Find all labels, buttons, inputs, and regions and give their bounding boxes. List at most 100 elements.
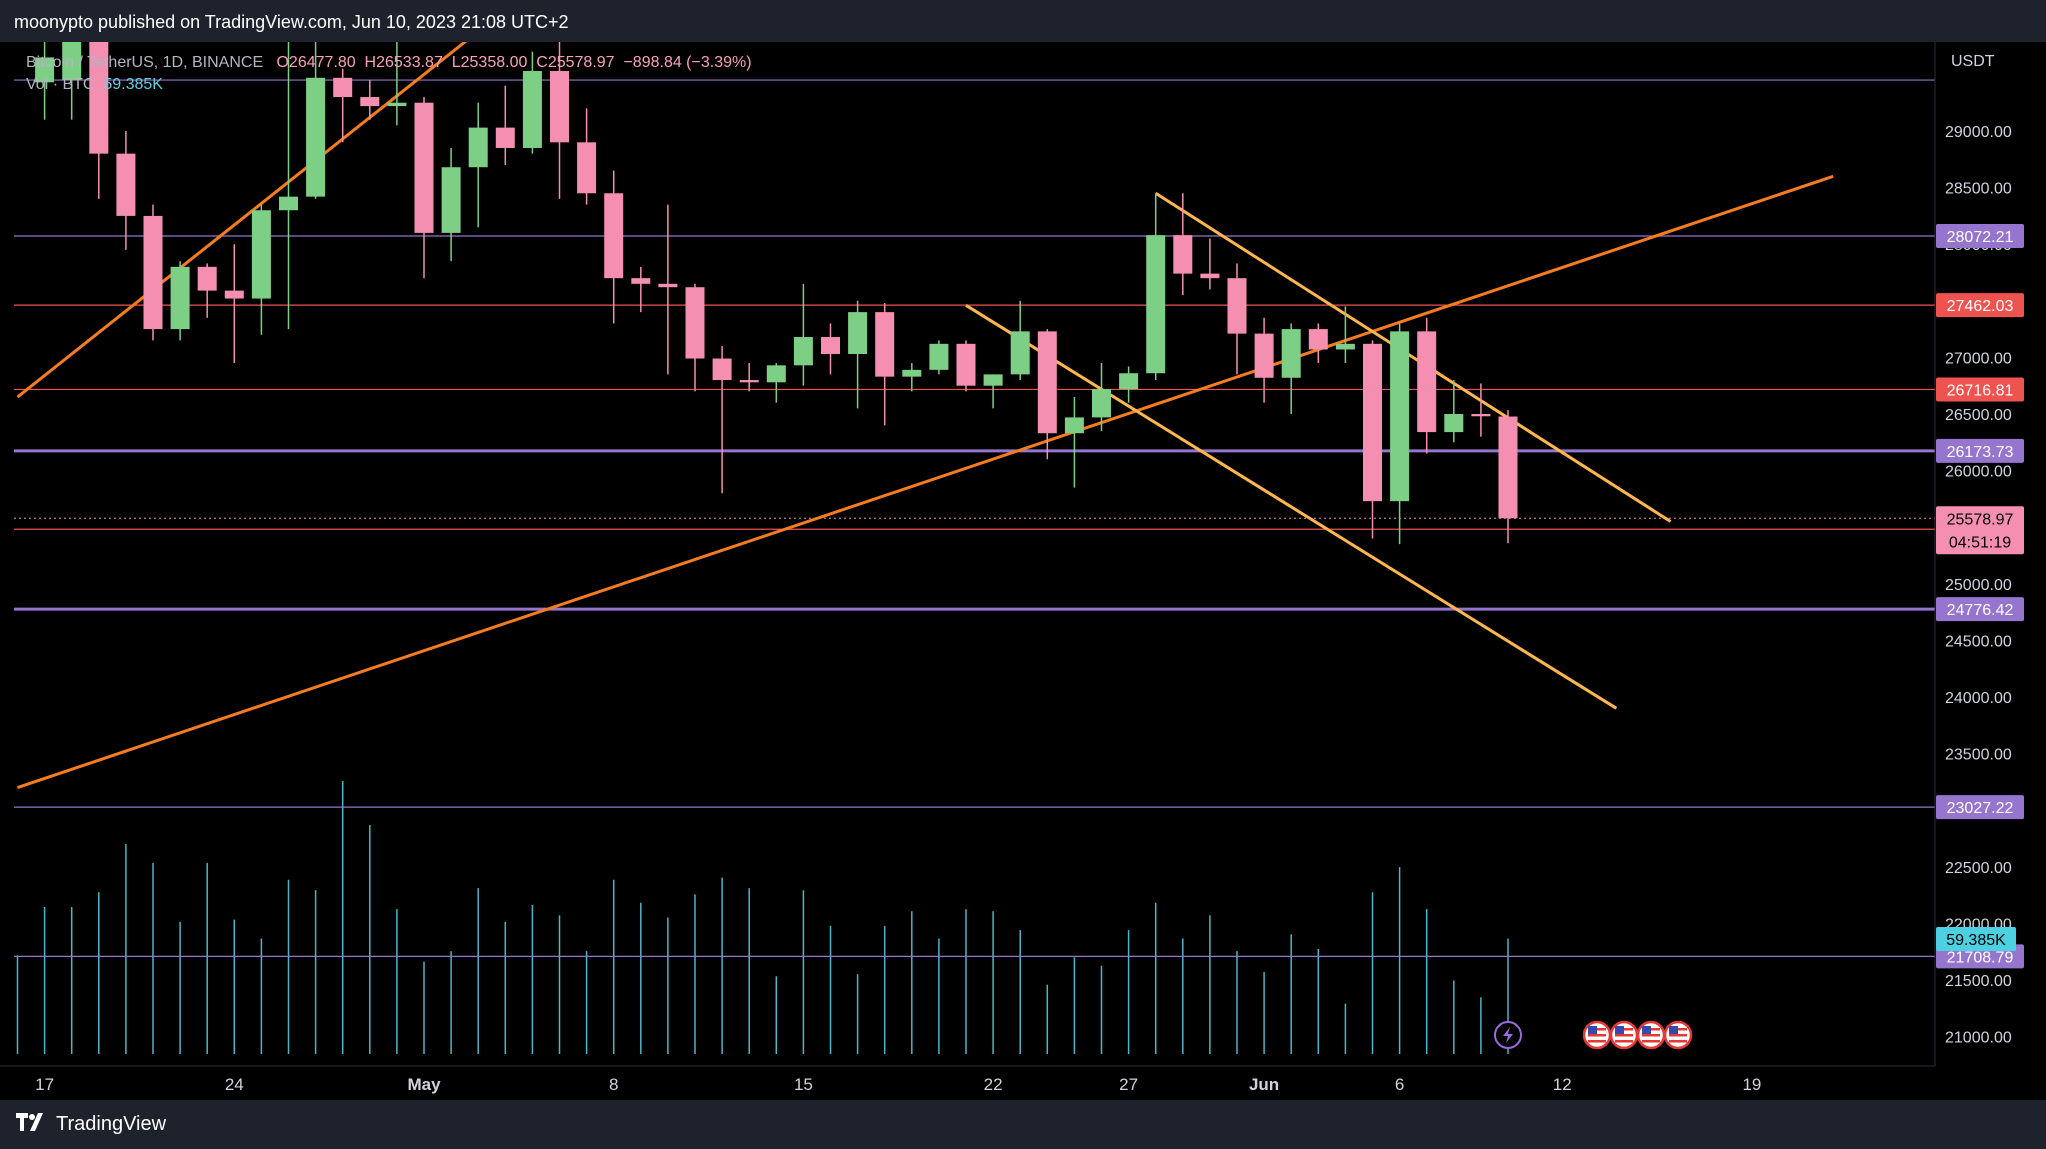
flag-stripe bbox=[1588, 1034, 1606, 1037]
countdown-label: 04:51:19 bbox=[1949, 534, 2011, 551]
candle-body bbox=[848, 312, 868, 355]
candle-body bbox=[522, 71, 542, 148]
y-tick-label: 23500.00 bbox=[1945, 747, 2012, 764]
flag-stripe bbox=[1669, 1040, 1687, 1043]
flag-stripe bbox=[1642, 1034, 1660, 1037]
candle-body bbox=[62, 42, 82, 81]
level-tag-label: 21708.79 bbox=[1947, 949, 2014, 966]
candle-body bbox=[1227, 278, 1247, 334]
legend-change: −898.84 (−3.39%) bbox=[623, 54, 752, 71]
legend-volume-label: Vol · BTC bbox=[26, 76, 95, 93]
price-axis: USDT21000.0021500.0022000.0022500.002300… bbox=[1934, 42, 2046, 1100]
candle-body bbox=[387, 102, 407, 107]
candle-body bbox=[1119, 373, 1139, 390]
flag-canton bbox=[1615, 1026, 1624, 1034]
y-tick-label: 22500.00 bbox=[1945, 860, 2012, 877]
price-axis-bg bbox=[1935, 42, 2046, 1100]
candle-body bbox=[441, 167, 461, 233]
trendline bbox=[1154, 191, 1672, 523]
y-tick-label: 24000.00 bbox=[1945, 690, 2012, 707]
candle-body bbox=[793, 337, 813, 366]
candle-body bbox=[1281, 329, 1301, 378]
flag-stripe bbox=[1669, 1034, 1687, 1037]
candle-body bbox=[1200, 273, 1220, 279]
candle-body bbox=[360, 97, 380, 107]
candle-body bbox=[956, 343, 976, 386]
volume-layer bbox=[16, 781, 1509, 1054]
chart-panel[interactable]: USDT21000.0021500.0022000.0022500.002300… bbox=[0, 42, 2046, 1100]
level-tag-label: 26716.81 bbox=[1947, 382, 2014, 399]
last-price-tag bbox=[1936, 506, 2024, 555]
candle-body bbox=[983, 374, 1003, 386]
candle-body bbox=[495, 127, 515, 148]
flag-canton bbox=[1669, 1026, 1678, 1034]
time-axis: 17 24 May 8 15 22 27 Jun 6 12 19 bbox=[0, 1065, 2046, 1100]
trendline bbox=[965, 304, 1618, 710]
y-tick-label: 28500.00 bbox=[1945, 181, 2012, 198]
candle-body bbox=[550, 71, 569, 143]
candle-body bbox=[1173, 235, 1193, 274]
level-tag bbox=[1936, 377, 2024, 402]
publisher-text: moonypto published on TradingView.com, J… bbox=[14, 12, 569, 32]
candle-body bbox=[1390, 331, 1410, 502]
candle-body bbox=[333, 77, 353, 98]
candle-body bbox=[1064, 417, 1084, 434]
legend-low: L25358.00 bbox=[451, 54, 528, 71]
y-tick-label: 24500.00 bbox=[1945, 633, 2012, 650]
level-tag-label: 24776.42 bbox=[1947, 602, 2014, 619]
y-tick-label: 21000.00 bbox=[1945, 1030, 2012, 1047]
x-tick-label: 22 bbox=[984, 1075, 1003, 1094]
tradingview-brand[interactable]: TradingView bbox=[16, 1112, 166, 1136]
publication-header: moonypto published on TradingView.com, J… bbox=[0, 0, 2046, 42]
last-price-label: 25578.97 bbox=[1947, 511, 2014, 528]
y-tick-label: 27000.00 bbox=[1945, 350, 2012, 367]
candle-body bbox=[197, 266, 217, 291]
x-tick-label: 8 bbox=[609, 1075, 618, 1094]
candle-body bbox=[1092, 389, 1111, 418]
legend-volume-row: Vol · BTC 59.385K bbox=[26, 74, 752, 96]
legend-close: C25578.97 bbox=[536, 54, 615, 71]
candle-body bbox=[1417, 331, 1437, 433]
candle-body bbox=[1335, 343, 1355, 350]
candles-layer bbox=[35, 42, 1518, 545]
brand-name: TradingView bbox=[56, 1112, 167, 1135]
candle-body bbox=[1308, 329, 1328, 350]
candle-body bbox=[929, 343, 949, 370]
y-tick-label: 26500.00 bbox=[1945, 407, 2012, 424]
candle-body bbox=[306, 77, 326, 197]
lightning-bolt bbox=[1503, 1027, 1513, 1043]
legend-ohlc-row: Bitcoin / TetherUS, 1D, BINANCE O26477.8… bbox=[26, 52, 752, 74]
candle-body bbox=[766, 365, 786, 383]
x-tick-label: 17 bbox=[35, 1075, 54, 1094]
candle-body bbox=[170, 266, 190, 330]
legend-volume-value: 59.385K bbox=[103, 76, 163, 93]
events-layer bbox=[1494, 1020, 1693, 1050]
level-tag bbox=[1936, 597, 2024, 622]
flag-stripe bbox=[1642, 1040, 1660, 1043]
volume-tag bbox=[1936, 927, 2016, 951]
flag-canton bbox=[1642, 1026, 1651, 1034]
level-tag bbox=[1936, 224, 2024, 249]
y-tick-label: 21500.00 bbox=[1945, 973, 2012, 990]
x-tick-label: Jun bbox=[1249, 1075, 1279, 1094]
y-tick-label: 25000.00 bbox=[1945, 577, 2012, 594]
x-tick-label: 12 bbox=[1553, 1075, 1572, 1094]
candle-body bbox=[604, 193, 624, 279]
price-chart[interactable]: USDT21000.0021500.0022000.0022500.002300… bbox=[0, 42, 2046, 1100]
legend-high: H26533.87 bbox=[364, 54, 443, 71]
candle-body bbox=[1471, 414, 1491, 417]
x-tick-label: 24 bbox=[225, 1075, 244, 1094]
candle-body bbox=[1037, 331, 1057, 434]
legend-open: O26477.80 bbox=[276, 54, 356, 71]
candle-body bbox=[279, 196, 298, 211]
volume-tag-label: 59.385K bbox=[1946, 932, 2006, 949]
price-tags-layer: 28072.2127462.0326716.8126173.7325482.18… bbox=[1936, 224, 2024, 969]
candle-body bbox=[1498, 416, 1518, 519]
flag-canton bbox=[1588, 1026, 1597, 1034]
flag-stripe bbox=[1615, 1040, 1633, 1043]
level-tag bbox=[1936, 795, 2024, 820]
candle-body bbox=[89, 42, 109, 154]
level-tag-label: 26173.73 bbox=[1947, 444, 2014, 461]
candle-body bbox=[821, 337, 840, 355]
candle-body bbox=[902, 369, 922, 377]
